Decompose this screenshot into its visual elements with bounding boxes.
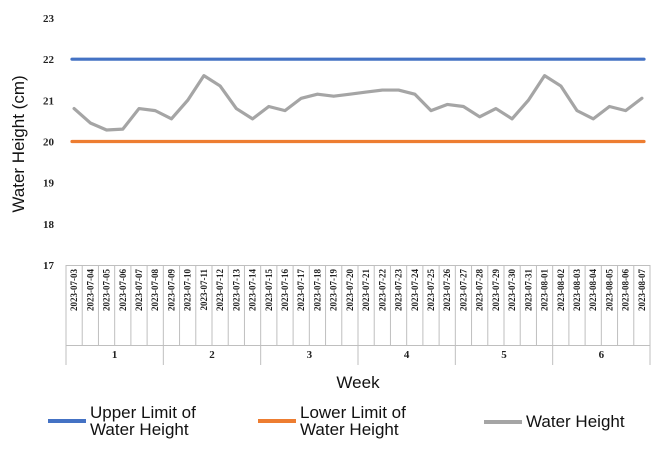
x-tick-label: 2023-07-06 [118, 269, 128, 311]
y-tick-label: 21 [43, 95, 54, 107]
x-tick-label: 2023-07-24 [410, 269, 420, 311]
week-group-label: 2 [209, 349, 215, 361]
legend-item-upper-limit: Upper Limit of Water Height [48, 404, 196, 438]
x-tick-label: 2023-07-20 [345, 269, 355, 311]
x-tick-label: 2023-08-03 [572, 269, 582, 311]
x-tick-label: 2023-07-25 [426, 269, 436, 311]
x-tick-label: 2023-07-18 [312, 269, 322, 311]
legend-label-water-height: Water Height [526, 412, 625, 431]
legend: Upper Limit of Water Height Lower Limit … [0, 404, 654, 450]
x-tick-label: 2023-07-12 [215, 269, 225, 311]
x-tick-label: 2023-07-05 [102, 269, 112, 311]
x-tick-label: 2023-07-04 [85, 269, 95, 311]
x-tick-label: 2023-07-21 [361, 269, 371, 311]
y-tick-label: 23 [43, 13, 55, 25]
week-group-label: 4 [404, 349, 410, 361]
x-tick-label: 2023-07-28 [475, 269, 485, 311]
y-tick-label: 22 [43, 54, 55, 66]
x-tick-label: 2023-07-26 [442, 269, 452, 311]
axes [65, 265, 651, 365]
x-tick-label: 2023-07-22 [377, 269, 387, 311]
x-tick-label: 2023-08-06 [621, 269, 631, 311]
series-layer [70, 57, 646, 144]
x-tick-label: 2023-07-29 [491, 269, 501, 311]
x-tick-label: 2023-07-19 [329, 269, 339, 311]
y-tick-label: 17 [43, 260, 55, 272]
x-axis-ticks: 2023-07-03 2023-07-04 2023-07-05 2023-07-06… [69, 269, 647, 311]
legend-item-water-height: Water Height [484, 413, 625, 430]
x-tick-label: 2023-08-04 [588, 269, 598, 311]
x-tick-label: 2023-07-16 [280, 269, 290, 311]
week-group-label: 5 [501, 349, 507, 361]
x-tick-label: 2023-08-02 [556, 269, 566, 311]
legend-swatch-lower-limit [258, 419, 296, 423]
x-tick-label: 2023-07-17 [296, 269, 306, 311]
x-tick-label: 2023-07-31 [523, 269, 533, 311]
x-tick-label: 2023-07-15 [264, 269, 274, 311]
legend-label-lower-line1: Lower Limit of [300, 403, 406, 422]
x-tick-label: 2023-07-03 [69, 269, 79, 311]
legend-label-upper-line2: Water Height [90, 420, 189, 439]
x-tick-label: 2023-07-07 [134, 269, 144, 311]
y-tick-label: 18 [43, 219, 55, 231]
legend-swatch-water-height [484, 419, 522, 424]
week-groups: 1 2 3 4 5 6 [112, 349, 605, 361]
y-axis-ticks: 17 18 19 20 21 22 23 [43, 13, 55, 272]
y-axis-title: Water Height (cm) [9, 75, 28, 212]
x-tick-label: 2023-07-30 [507, 269, 517, 311]
week-group-label: 3 [307, 349, 313, 361]
x-tick-label: 2023-07-27 [458, 269, 468, 311]
x-tick-label: 2023-07-14 [248, 269, 258, 311]
x-axis-title: Week [336, 373, 380, 392]
x-tick-label: 2023-07-11 [199, 269, 209, 311]
x-tick-label: 2023-07-23 [394, 269, 404, 311]
x-tick-label: 2023-07-09 [166, 269, 176, 311]
x-tick-label: 2023-07-10 [183, 269, 193, 311]
legend-label-upper-line1: Upper Limit of [90, 403, 196, 422]
x-tick-label: 2023-08-07 [637, 269, 647, 311]
x-tick-label: 2023-08-05 [604, 269, 614, 311]
legend-swatch-upper-limit [48, 419, 86, 423]
y-tick-label: 19 [43, 178, 55, 190]
x-tick-label: 2023-08-01 [540, 269, 550, 311]
legend-item-lower-limit: Lower Limit of Water Height [258, 404, 406, 438]
legend-label-lower-line2: Water Height [300, 420, 399, 439]
series-line-water-height [72, 74, 644, 132]
x-tick-label: 2023-07-08 [150, 269, 160, 311]
x-tick-label: 2023-07-13 [231, 269, 241, 311]
y-tick-label: 20 [43, 137, 55, 149]
week-group-label: 6 [599, 349, 605, 361]
week-group-label: 1 [112, 349, 118, 361]
